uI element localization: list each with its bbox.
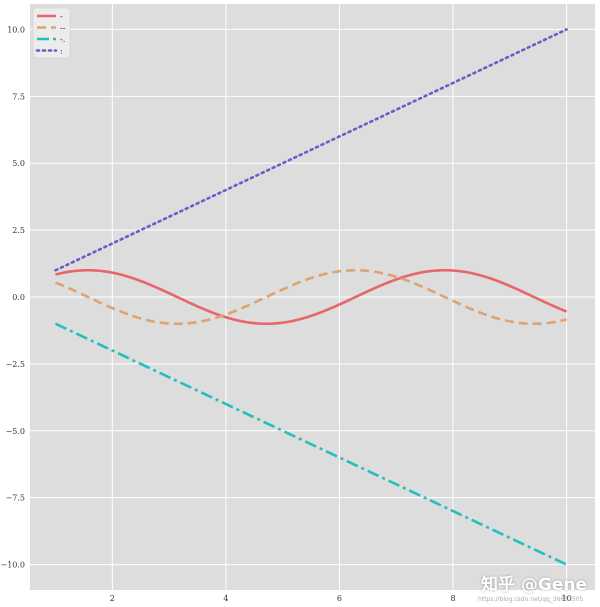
legend-entry-label: : [60,47,63,56]
y-axis-tick-labels: −10.0 −7.5 −5.0 −2.5 0.0 2.5 5.0 7.5 10.0 [0,25,25,569]
x-tick-label: 8 [450,594,455,603]
y-tick-label: −2.5 [6,360,25,369]
legend-frame [32,7,71,59]
y-tick-label: 7.5 [12,92,25,101]
legend-entry-label: -- [60,24,66,33]
x-tick-label: 10 [562,594,572,603]
series-line [55,268,567,326]
y-tick-label: −7.5 [6,494,25,503]
y-tick-label: −5.0 [6,427,25,436]
series-line [54,28,568,272]
y-tick-label: −10.0 [0,561,25,570]
gridlines [30,4,595,590]
watermark-url: https://blog.csdn.net/qq_36653505 [478,596,584,603]
x-tick-label: 4 [223,594,228,603]
legend-entry-label: - [60,12,63,21]
y-tick-label: 0.0 [12,293,25,302]
legend: ----.: [32,7,71,59]
x-tick-label: 2 [110,594,115,603]
series-layer [54,28,568,566]
series-line [55,268,568,326]
watermark-text: 知乎 @Gene [481,575,588,595]
legend-entry-label: -. [60,35,65,44]
series-line [54,322,568,566]
x-axis-tick-labels: 2 4 6 8 10 [110,594,572,603]
y-tick-label: 2.5 [12,226,25,235]
y-tick-label: 10.0 [7,25,25,34]
x-tick-label: 6 [337,594,342,603]
y-tick-label: 5.0 [12,159,25,168]
